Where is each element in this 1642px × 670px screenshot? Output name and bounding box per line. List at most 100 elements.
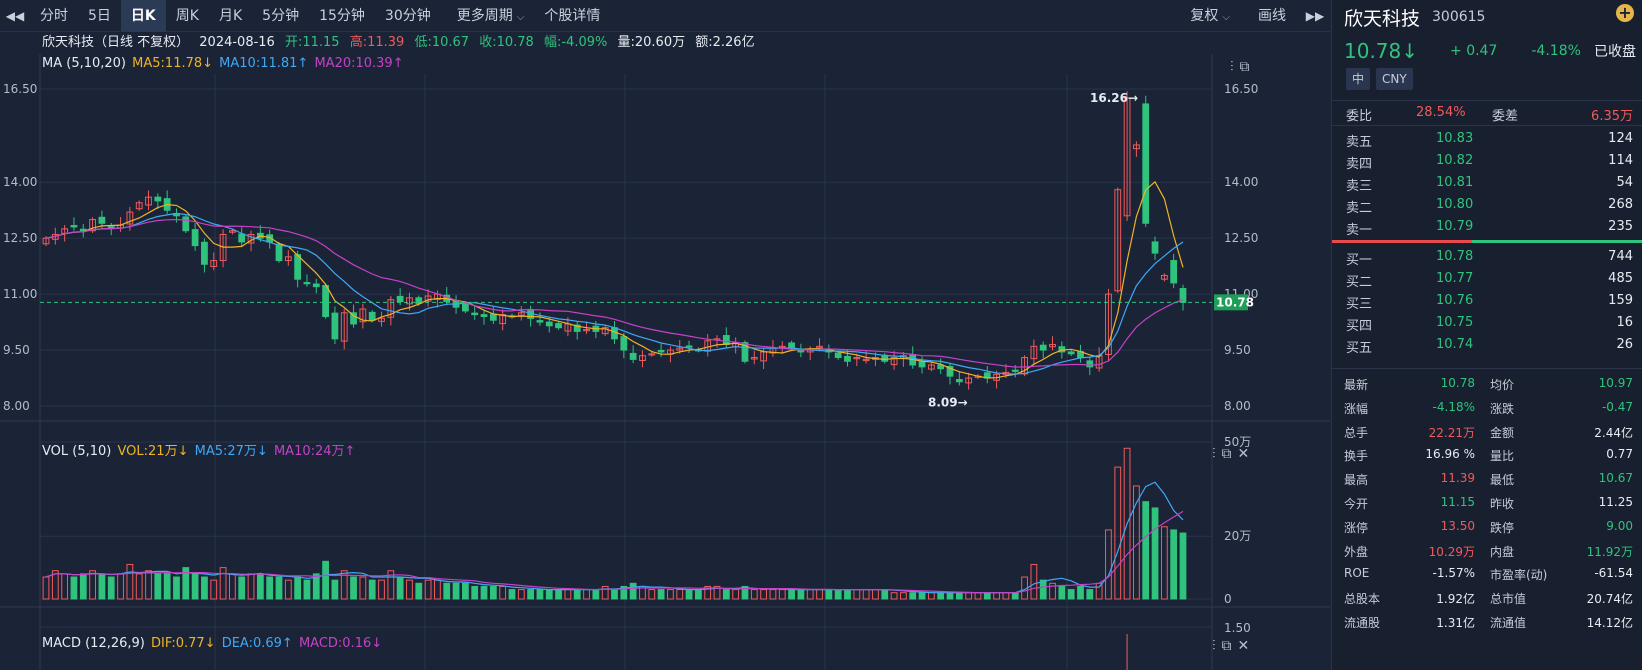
tab-15min[interactable]: 15分钟	[319, 7, 365, 24]
bid-row[interactable]: 买四 10.75 16	[1332, 312, 1642, 334]
bid-row[interactable]: 买二 10.77 485	[1332, 268, 1642, 290]
ask-row[interactable]: 卖二 10.80 268	[1332, 194, 1642, 216]
candle-body	[806, 349, 814, 353]
tab-5min[interactable]: 5分钟	[262, 7, 300, 24]
tab-weekly-k[interactable]: 周K	[175, 7, 199, 24]
stats-row: 流通股 1.31亿 流通值 14.12亿	[1332, 610, 1642, 634]
ma5-line	[45, 180, 1184, 379]
bid-label: 买五	[1346, 341, 1373, 356]
popout-icon[interactable]: ⧉	[1221, 446, 1232, 462]
stock-detail-link[interactable]: 个股详情	[544, 7, 601, 24]
stats-value: 16.96 %	[1425, 447, 1475, 462]
bid-label: 买四	[1346, 319, 1373, 334]
currency-badge[interactable]: CNY	[1376, 68, 1413, 90]
tab-30min[interactable]: 30分钟	[384, 7, 431, 24]
plus-circle-icon[interactable]: +	[1616, 4, 1634, 22]
volume-bar	[331, 579, 339, 600]
adjust-dropdown[interactable]: 复权 ⌵	[1176, 0, 1244, 32]
bid-row[interactable]: 买三 10.76 159	[1332, 290, 1642, 312]
tab-daily-k[interactable]: 日K	[120, 0, 166, 32]
volume-bar	[424, 579, 432, 600]
price-line: 10.78↓ + 0.47 -4.18% 已收盘	[1344, 38, 1636, 64]
volume-bar	[778, 589, 786, 600]
stats-label: 涨跌	[1490, 401, 1515, 416]
stats-value: 1.92亿	[1436, 592, 1475, 607]
ma-panel-tools: ⫶ ⧉	[1230, 57, 1250, 77]
candle-body	[1002, 371, 1010, 375]
volume-bar	[340, 570, 348, 600]
more-periods-dropdown[interactable]: 更多周期 ⌵	[447, 0, 535, 32]
tab-monthly-k[interactable]: 月K	[218, 7, 243, 24]
settings-sliders-icon[interactable]: ⫶	[1230, 59, 1234, 75]
stats-value: 2.44亿	[1594, 425, 1633, 440]
stats-value: 0.77	[1606, 447, 1633, 462]
prev-double-left-icon[interactable]: ◀◀	[5, 8, 25, 23]
stats-value: 20.74亿	[1586, 592, 1633, 607]
ma20-line	[45, 218, 1184, 368]
volume-bar	[676, 589, 684, 600]
volume-bar	[480, 585, 488, 600]
badges: 中 CNY	[1346, 68, 1413, 90]
ask-row[interactable]: 卖四 10.82 114	[1332, 150, 1642, 172]
stats-row: 总股本 1.92亿 总市值 20.74亿	[1332, 586, 1642, 610]
next-double-right-icon[interactable]: ▶▶	[1305, 8, 1325, 23]
volume-bar	[1160, 526, 1168, 600]
ask-row[interactable]: 卖三 10.81 54	[1332, 172, 1642, 194]
popout-icon[interactable]: ⧉	[1221, 638, 1232, 654]
draw-line-button[interactable]: 画线	[1258, 7, 1286, 24]
volume-bar	[210, 579, 218, 600]
volume-bar	[415, 582, 423, 600]
candle-body	[275, 243, 283, 262]
quote-panel: 欣天科技 300615 + 10.78↓ + 0.47 -4.18% 已收盘 中…	[1331, 0, 1642, 670]
candle-body	[611, 327, 618, 340]
candle-body	[583, 329, 590, 332]
volume-bar	[1058, 585, 1066, 600]
volume-bar	[1151, 507, 1159, 600]
ask-row[interactable]: 卖一 10.79 235	[1332, 216, 1642, 238]
volume-bar	[1142, 501, 1150, 600]
candle-body	[1030, 345, 1038, 360]
kline-chart[interactable]: 16.50 16.50 14.00 14.00 12.50 12.50 11.00 11.00…	[0, 0, 1330, 670]
volume-bar	[694, 589, 702, 600]
candle-body	[704, 340, 712, 352]
volume-bar	[648, 589, 656, 600]
bid-row[interactable]: 买一 10.78 744	[1332, 246, 1642, 268]
volume-bar	[667, 589, 674, 600]
close-icon[interactable]: ✕	[1237, 446, 1250, 462]
tab-timeshare[interactable]: 分时	[40, 7, 68, 24]
low-annotation: 8.09→	[928, 396, 968, 410]
stats-row: ROE -1.57% 市盈率(动) -61.54	[1332, 562, 1642, 586]
tab-5day[interactable]: 5日	[88, 7, 111, 24]
candle-body	[536, 320, 544, 323]
candle-body	[545, 321, 553, 327]
candle-body	[955, 379, 963, 383]
stats-value: 13.50	[1440, 518, 1475, 533]
ask-label: 卖二	[1346, 201, 1373, 216]
settings-sliders-icon[interactable]: ⫶	[1212, 638, 1216, 654]
volume-bar	[368, 579, 376, 600]
stats-value: 10.78	[1440, 376, 1475, 390]
candle-body	[909, 354, 917, 366]
ma-legend-label: MA (5,10,20)	[42, 56, 127, 71]
popout-icon[interactable]: ⧉	[1239, 59, 1250, 75]
close-icon[interactable]: ✕	[1237, 638, 1250, 654]
ask-row[interactable]: 卖五 10.83 124	[1332, 128, 1642, 150]
volume-bar	[750, 589, 758, 600]
ask-label: 卖五	[1346, 135, 1373, 150]
bid-row[interactable]: 买五 10.74 26	[1332, 334, 1642, 356]
settings-sliders-icon[interactable]: ⫶	[1212, 446, 1216, 462]
candle-body	[1114, 189, 1122, 292]
volume-bar	[461, 582, 469, 600]
volume-bar	[834, 589, 842, 600]
volume-bar	[434, 579, 441, 600]
volume-bar	[1105, 529, 1112, 600]
stats-label: 均价	[1490, 378, 1515, 392]
candle-body	[415, 297, 423, 304]
market-badge[interactable]: 中	[1346, 68, 1371, 90]
stats-label: 换手	[1344, 449, 1369, 464]
volume-bar	[1021, 576, 1028, 600]
volume-bar	[881, 589, 889, 600]
volume-bar	[51, 570, 59, 600]
volume-bar	[89, 570, 96, 600]
candle-body	[834, 352, 842, 359]
